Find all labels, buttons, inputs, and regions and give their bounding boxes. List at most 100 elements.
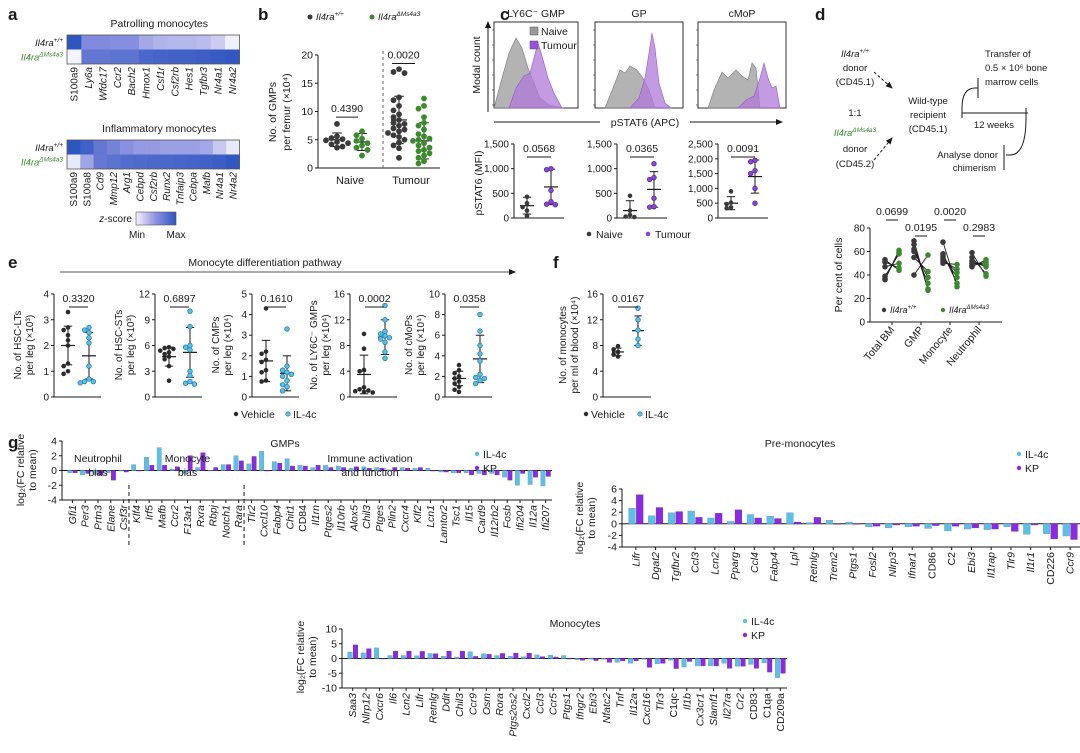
y-tick-label: 0 [606,214,612,225]
data-point-il4c [182,380,189,386]
data-point-vehicle [357,368,362,374]
bar-il4c [481,653,487,659]
bar-kp [481,470,487,476]
y-label: log₂(FC relative [574,482,586,555]
data-point-vehicle [259,379,264,384]
bar-kp [162,465,167,471]
gene-label: Csf2rb [149,172,160,202]
heatmap-cell [106,140,121,155]
heatmap-border [66,34,240,65]
y-tick-label: 20 [854,294,866,305]
gene-label: Il15 [463,505,475,522]
y-label: to mean) [27,449,39,490]
gene-label: Lcn2 [709,552,721,575]
data-point [421,133,427,140]
gene-label: Il10rb [335,505,347,531]
data-point-tumour [548,187,554,194]
gene-label: Il12a [527,505,539,528]
bar-il4c [414,655,420,659]
data-point [421,114,427,121]
gene-label: Card9 [476,505,488,534]
y-tick-label: 5 [307,134,313,146]
y-tick-label: 500 [492,189,509,200]
gene-label: Dgat2 [650,552,662,580]
bar-il4c [195,467,200,471]
bar-il4c [540,470,546,487]
bar-kp [200,452,206,471]
bar-il4c [360,652,366,659]
data-point-tumour [651,203,657,210]
gene-label: Csf3r [118,505,130,531]
gene-label: C1qc [668,693,680,718]
bar-kp [406,650,412,659]
bar-kp [315,465,321,471]
data-point-wt [969,263,975,270]
data-point-il4c [187,347,193,353]
panel-label-d: d [815,5,825,24]
data-point-ko [954,283,960,290]
bar-kp [494,470,500,476]
legend-dot-vehicle [233,411,239,417]
bar-kp [1030,523,1039,526]
data-point-ko [925,252,931,258]
bar-kp [754,517,762,524]
bar-il4c [374,467,380,471]
gene-label: Nfatc2 [601,693,613,724]
y-tick-label: -10 [322,683,337,695]
legend-il4c: IL-4c [645,409,668,421]
bar-kp [700,658,706,667]
data-point-vehicle [166,378,172,383]
data-point-il4c [86,324,92,331]
data-point-il4c [382,317,388,323]
bar-il4c [400,655,406,659]
bar-il4c [746,514,755,525]
y-tick-label: 2,500 [688,140,713,151]
gene-label: Slamf1 [708,693,720,726]
data-point-il4c [382,349,388,355]
y-tick-label: 20 [301,50,313,62]
gene-label: S100a9 [69,172,80,207]
y-label: No. of LY6C⁻ GMPs [309,300,320,390]
bar-kp [533,470,538,478]
legend-dot-il4c [474,451,480,457]
transfer-line3: marrow cells [985,77,1039,88]
data-point-naive [627,208,633,213]
y-tick-label: 1,500 [484,140,509,151]
gene-label: Ptges [374,504,386,532]
bar-kp [655,507,664,524]
bar-kp [149,465,155,471]
gene-label: Chil3 [361,505,373,529]
data-point [401,121,408,127]
y-tick-label: 16 [334,290,346,301]
heatmap-cell [81,35,97,50]
bar-il4c [425,468,431,471]
panel-label-c: c [500,5,509,24]
bar-il4c [687,510,695,525]
data-point-vehicle [615,343,621,349]
y-tick-label: 0 [592,393,598,404]
data-point-il4c [86,335,92,341]
data-point-ko [925,280,931,287]
y-tick-label: 10 [325,624,337,636]
bar-kp [405,468,410,471]
gene-label: Elane [105,505,117,532]
p-value: 0.0020 [934,206,966,218]
y-tick-label: 60 [854,247,866,258]
gene-label: Chit1 [284,505,296,530]
bar-kp [606,658,612,663]
bar-il4c [845,521,853,524]
y-tick-label: 1,500 [587,140,612,151]
bar-kp [833,523,841,525]
data-point [415,160,422,167]
data-point [396,111,402,118]
data-point-naive [627,193,633,199]
bar-kp [853,523,861,525]
bar-il4c [527,470,533,485]
heatmap-cell [173,154,187,169]
y-tick-label: 500 [696,199,713,210]
data-point-il4c [477,377,483,384]
gene-label: Tlr9 [1005,552,1017,570]
y-tick-label: 6 [144,341,150,352]
p-value: 0.3320 [62,293,94,305]
data-point [396,139,402,146]
